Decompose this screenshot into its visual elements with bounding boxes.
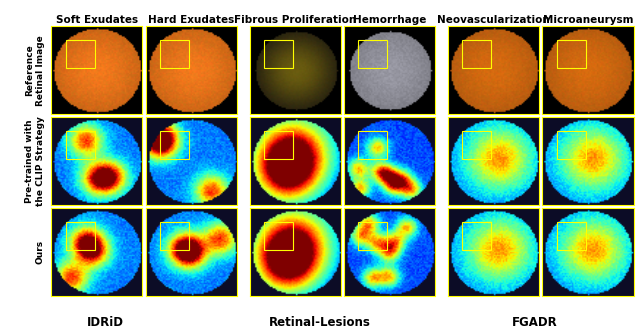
Bar (463, 131, 492, 159)
Text: IDRiD: IDRiD (87, 316, 124, 329)
Text: Neovascularization: Neovascularization (437, 15, 550, 25)
Bar (264, 222, 293, 250)
Bar (463, 222, 492, 250)
Text: Retinal-Lesions: Retinal-Lesions (269, 316, 371, 329)
Bar (160, 131, 189, 159)
Bar (463, 40, 492, 68)
Bar (66, 222, 95, 250)
Bar (66, 131, 95, 159)
Text: Microaneurysm: Microaneurysm (543, 15, 633, 25)
Bar (160, 40, 189, 68)
Bar (66, 40, 95, 68)
Text: Fibrous Proliferation: Fibrous Proliferation (234, 15, 356, 25)
Text: Pre-trained with
the CLIP Strategy: Pre-trained with the CLIP Strategy (26, 116, 45, 206)
Bar (358, 40, 387, 68)
Bar (557, 40, 586, 68)
Bar (557, 222, 586, 250)
Text: Ours: Ours (36, 240, 45, 264)
Bar (264, 40, 293, 68)
Bar (160, 222, 189, 250)
Text: Hemorrhage: Hemorrhage (353, 15, 426, 25)
Bar (358, 131, 387, 159)
Text: Hard Exudates: Hard Exudates (148, 15, 234, 25)
Text: Soft Exudates: Soft Exudates (56, 15, 138, 25)
Text: Reference
Retinal Image: Reference Retinal Image (26, 35, 45, 106)
Bar (264, 131, 293, 159)
Bar (557, 131, 586, 159)
Text: FGADR: FGADR (511, 316, 557, 329)
Bar (358, 222, 387, 250)
